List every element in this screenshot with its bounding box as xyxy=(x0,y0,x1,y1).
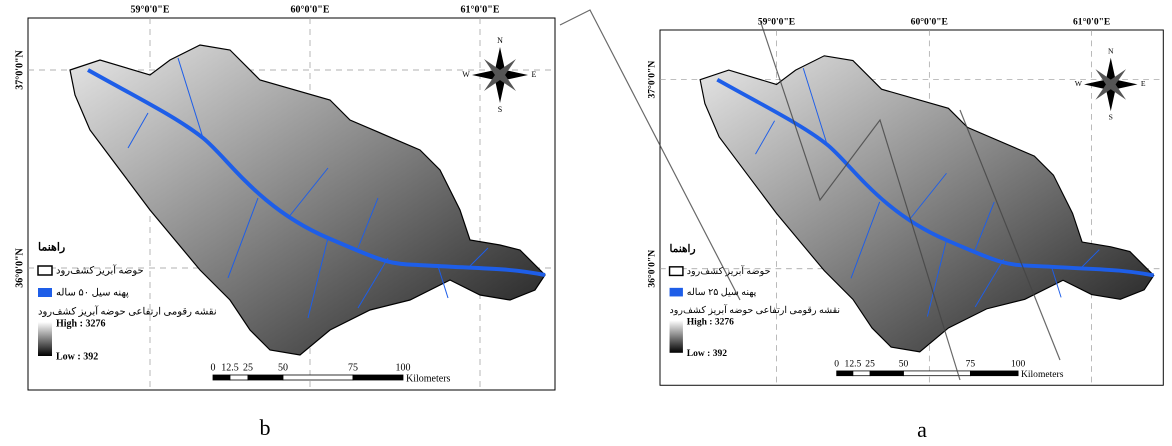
scale-tick: 75 xyxy=(348,362,358,373)
scale-tick: 100 xyxy=(396,362,411,373)
legend-flood-swatch xyxy=(38,288,52,297)
compass-w: W xyxy=(462,70,470,79)
legend-basin: حوضه آبریز کشف‌رود xyxy=(687,264,771,277)
scale-tick: 0 xyxy=(834,358,839,369)
longitude-label: 60°0'0"E xyxy=(911,17,948,28)
panels: 59°0'0"E 60°0'0"E 61°0'0"E 37°0'0"N 36°0'0"N… xyxy=(14,4,1163,442)
compass-e: E xyxy=(532,70,537,79)
compass-w: W xyxy=(1075,79,1083,88)
compass-s: S xyxy=(498,105,502,114)
legend-flood-swatch xyxy=(670,288,683,297)
scale-tick: 50 xyxy=(278,362,288,373)
compass-s: S xyxy=(1109,113,1113,122)
legend-title: راهنما xyxy=(38,242,65,254)
scale-tick: 50 xyxy=(899,358,909,369)
scale-segment xyxy=(904,371,971,376)
longitude-label: 61°0'0"E xyxy=(1073,17,1110,28)
figure: 59°0'0"E 60°0'0"E 61°0'0"E 37°0'0"N 36°0'0"N… xyxy=(0,0,1172,446)
longitude-label: 60°0'0"E xyxy=(291,4,330,15)
scale-tick: 12.5 xyxy=(221,362,239,373)
legend-high: High : 3276 xyxy=(687,316,734,327)
scale-tick: 75 xyxy=(966,358,976,369)
legend-flood: پهنه سیل ۵۰ ساله xyxy=(56,287,129,298)
panel-label: b xyxy=(260,415,271,440)
latitude-label: 36°0'0"N xyxy=(14,247,25,287)
scale-segment xyxy=(970,371,1018,376)
scale-unit: Kilometers xyxy=(1021,369,1064,380)
map-panel: 59°0'0"E 60°0'0"E 61°0'0"E 37°0'0"N 36°0'0"N… xyxy=(14,4,555,390)
panel-label: a xyxy=(917,417,927,442)
longitude-label: 59°0'0"E xyxy=(131,4,170,15)
legend-basin-swatch xyxy=(670,267,683,276)
scale-tick: 12.5 xyxy=(845,358,862,369)
scale-segment xyxy=(853,371,870,376)
compass-n: N xyxy=(497,36,503,45)
legend-low: Low : 392 xyxy=(56,351,98,362)
legend-dem-title: نقشه رقومی ارتفاعی حوضه آبریز کشف‌رود xyxy=(670,303,841,316)
legend-flood: پهنه سیل ۲۵ ساله xyxy=(687,287,757,298)
legend-basin: حوضه آبریز کشف‌رود xyxy=(56,263,144,276)
scale-unit: Kilometers xyxy=(406,373,451,384)
scale-segment xyxy=(870,371,903,376)
scale-segment xyxy=(248,375,283,380)
scale-tick: 0 xyxy=(211,362,216,373)
scale-tick: 25 xyxy=(865,358,875,369)
latitude-label: 36°0'0"N xyxy=(647,250,658,288)
latitude-label: 37°0'0"N xyxy=(647,61,658,99)
scale-tick: 25 xyxy=(243,362,253,373)
legend-basin-swatch xyxy=(38,266,52,275)
scale-segment xyxy=(230,375,248,380)
scale-segment xyxy=(283,375,353,380)
legend-low: Low : 392 xyxy=(687,348,728,359)
legend-dem-ramp xyxy=(38,322,52,356)
compass-n: N xyxy=(1108,47,1114,56)
scale-tick: 100 xyxy=(1011,358,1026,369)
scale-segment xyxy=(213,375,230,380)
legend-high: High : 3276 xyxy=(56,318,105,329)
legend-dem-ramp xyxy=(670,320,683,352)
scale-segment xyxy=(837,371,853,376)
longitude-label: 61°0'0"E xyxy=(461,4,500,15)
latitude-label: 37°0'0"N xyxy=(14,49,25,89)
legend-dem-title: نقشه رقومی ارتفاعی حوضه آبریز کشف‌رود xyxy=(38,304,217,317)
longitude-label: 59°0'0"E xyxy=(758,17,795,28)
compass-e: E xyxy=(1141,79,1146,88)
legend-title: راهنما xyxy=(670,243,696,255)
scale-segment xyxy=(353,375,403,380)
